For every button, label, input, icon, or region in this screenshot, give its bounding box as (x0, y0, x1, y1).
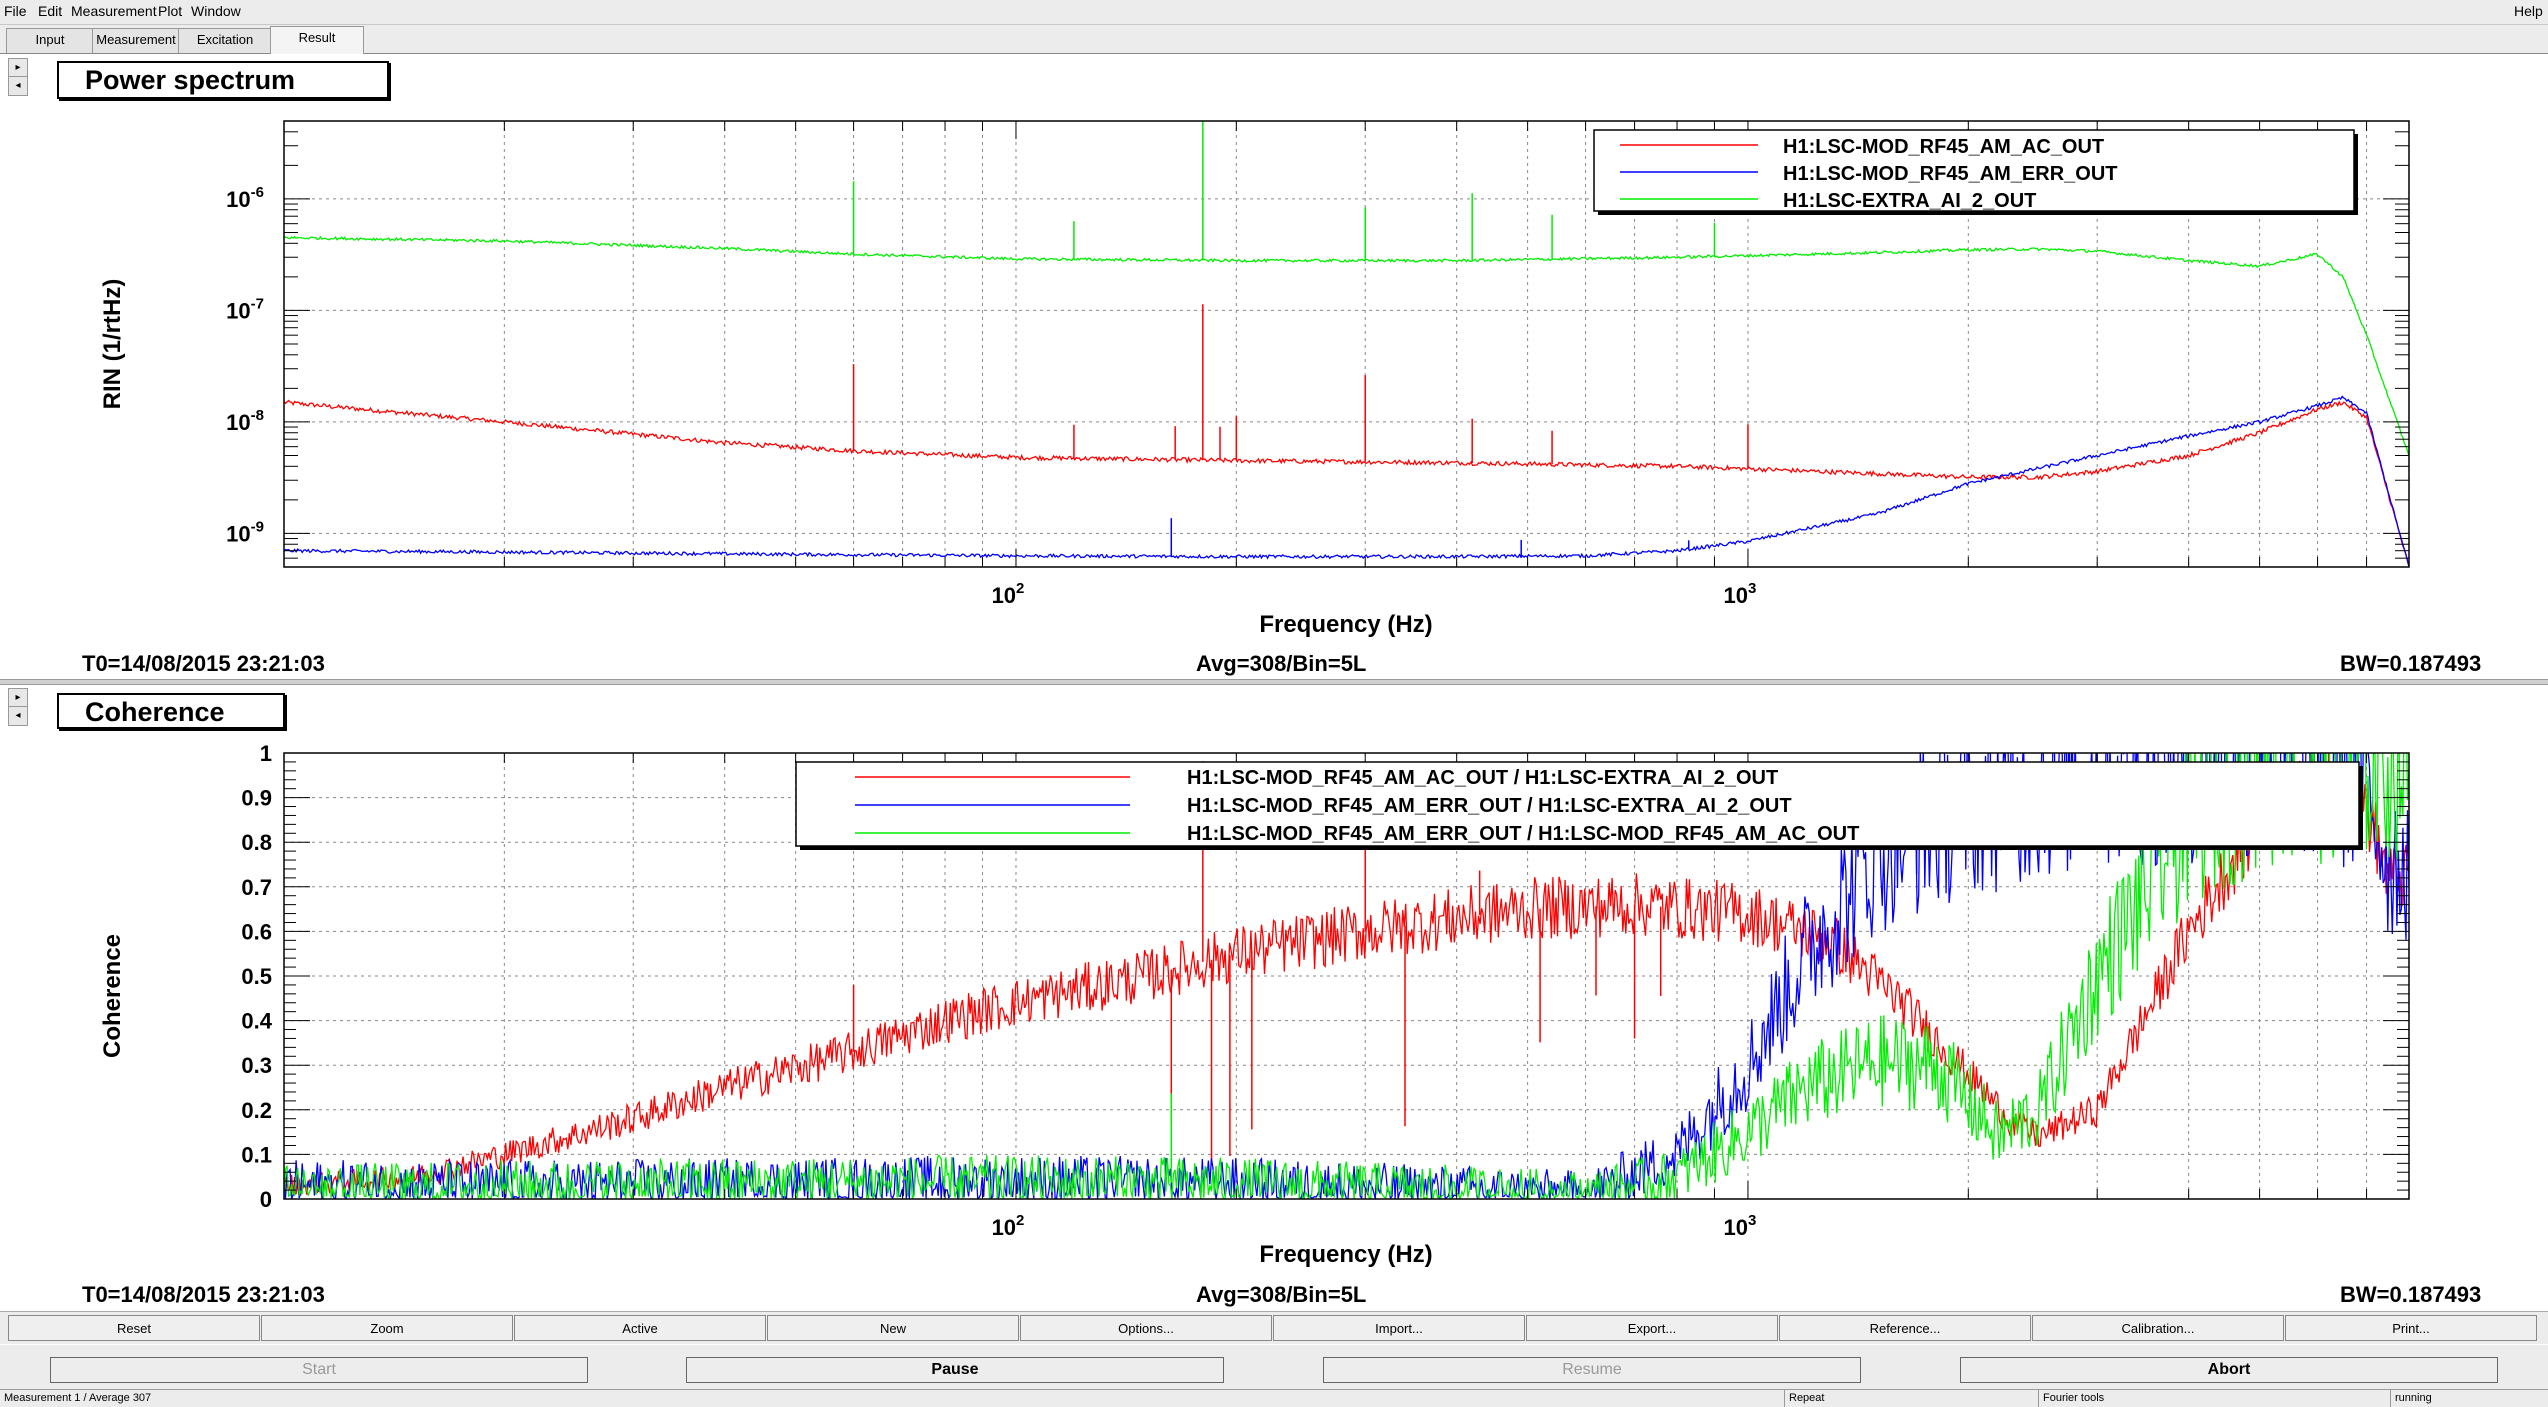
export-button[interactable]: Export... (1526, 1315, 1778, 1341)
power-spectrum-ylabel: RIN (1/rtHz) (99, 279, 126, 410)
status-bar: Measurement 1 / Average 307 Repeat Fouri… (0, 1389, 2548, 1407)
tab-result[interactable]: Result (270, 26, 364, 54)
panel-divider[interactable] (0, 679, 2548, 685)
panel1-footer-avg: Avg=308/Bin=5L (1196, 651, 1367, 676)
tab-excitation[interactable]: Excitation (178, 28, 272, 53)
collapse-left-icon[interactable]: ◂ (8, 76, 28, 96)
measurement-controls: Start Pause Resume Abort (0, 1345, 2548, 1389)
y-tick-label: 0.8 (241, 830, 272, 855)
y-tick-label: 0.1 (241, 1142, 272, 1167)
y-tick-label: 0.5 (241, 964, 272, 989)
y-tick-label: 0.9 (241, 786, 272, 811)
reference-button[interactable]: Reference... (1779, 1315, 2031, 1341)
y-tick-label-exp: -8 (251, 407, 264, 424)
menu-window[interactable]: Window (191, 3, 241, 19)
status-tools: Fourier tools (2038, 1390, 2104, 1407)
y-tick-label: 0.3 (241, 1053, 272, 1078)
y-tick-label-exp: -7 (251, 295, 264, 312)
panel-title-power-spectrum: Power spectrum (57, 61, 389, 99)
series-line (284, 753, 2409, 1199)
menu-plot[interactable]: Plot (158, 3, 183, 19)
start-button[interactable]: Start (50, 1357, 588, 1383)
print-button[interactable]: Print... (2285, 1315, 2537, 1341)
new-button[interactable]: New (767, 1315, 1019, 1341)
menu-measurement[interactable]: Measurement (71, 3, 157, 19)
x-tick-label: 103 (1724, 1212, 1757, 1240)
y-tick-label: 10-6 (226, 184, 264, 212)
calibration-button[interactable]: Calibration... (2032, 1315, 2284, 1341)
coherence-plot[interactable]: 102 103 0 0.1 0.2 0.3 0.4 0.5 0.6 0.7 0.8 0.9 1 Cohe… (99, 665, 2410, 1268)
power-spectrum-xlabel: Frequency (Hz) (1259, 611, 1432, 638)
tab-measurement[interactable]: Measurement (92, 28, 180, 53)
panel1-footer-t0: T0=14/08/2015 23:21:03 (82, 651, 325, 676)
y-tick-label: 1 (260, 741, 272, 766)
legend-label-ac: H1:LSC-MOD_RF45_AM_AC_OUT (1783, 136, 2104, 158)
coherence-ylabel: Coherence (99, 934, 126, 1058)
x-tick-label-exp: 2 (1016, 580, 1024, 597)
menu-file[interactable]: File (4, 3, 27, 19)
x-tick-label-exp: 3 (1748, 580, 1756, 597)
tab-input[interactable]: Input (6, 28, 94, 53)
pause-button[interactable]: Pause (686, 1357, 1224, 1383)
import-button[interactable]: Import... (1273, 1315, 1525, 1341)
tab-bar: Input Measurement Excitation Result (0, 25, 2548, 54)
legend-label-err: H1:LSC-MOD_RF45_AM_ERR_OUT (1783, 163, 2118, 185)
panel2-footer-bw: BW=0.187493 (2340, 1282, 2482, 1307)
options-button[interactable]: Options... (1020, 1315, 1272, 1341)
legend-label-ac-extra: H1:LSC-MOD_RF45_AM_AC_OUT / H1:LSC-EXTRA… (1187, 767, 1778, 789)
y-tick-label-exp: -9 (251, 518, 264, 535)
zoom-button[interactable]: Zoom (261, 1315, 513, 1341)
menu-help[interactable]: Help (2514, 3, 2543, 19)
y-tick-label: 10-9 (226, 518, 264, 546)
collapse-left-icon[interactable]: ◂ (8, 706, 28, 726)
panel2-footer-avg: Avg=308/Bin=5L (1196, 1282, 1367, 1307)
x-tick-label-exp: 3 (1748, 1212, 1756, 1229)
y-tick-label: 10-7 (226, 295, 264, 323)
reset-button[interactable]: Reset (8, 1315, 260, 1341)
series-line (284, 753, 2409, 1196)
y-tick-label: 0.7 (241, 875, 272, 900)
active-button[interactable]: Active (514, 1315, 766, 1341)
y-tick-label: 0.4 (241, 1009, 272, 1034)
panel2-footer-t0: T0=14/08/2015 23:21:03 (82, 1282, 325, 1307)
legend-label-err-extra: H1:LSC-MOD_RF45_AM_ERR_OUT / H1:LSC-EXTR… (1187, 795, 1792, 817)
panel-title-coherence: Coherence (57, 693, 285, 729)
coherence-xlabel: Frequency (Hz) (1259, 1241, 1432, 1268)
series-line (284, 399, 2409, 566)
x-tick-label-exp: 2 (1016, 1212, 1024, 1229)
menu-edit[interactable]: Edit (38, 3, 63, 19)
panel1-footer-bw: BW=0.187493 (2340, 651, 2482, 676)
series-line (284, 395, 2409, 567)
status-progress: Measurement 1 / Average 307 (4, 1392, 152, 1404)
y-tick-label: 0.2 (241, 1098, 272, 1123)
plot-toolbar: Reset Zoom Active New Options... Import.… (0, 1311, 2548, 1344)
x-tick-label: 102 (992, 1212, 1025, 1240)
y-tick-label: 0 (260, 1187, 272, 1212)
power-spectrum-plot[interactable]: 102 103 10-9 10-8 10-7 10-6 RIN (1/rtHz) Freq… (99, 115, 2410, 638)
status-state: running (2390, 1390, 2432, 1407)
menu-bar: File Edit Measurement Plot Window Help (0, 0, 2548, 25)
power-spectrum-legend: H1:LSC-MOD_RF45_AM_AC_OUT H1:LSC-MOD_RF4… (1593, 129, 2358, 215)
resume-button[interactable]: Resume (1323, 1357, 1861, 1383)
y-tick-label: 10-8 (226, 407, 264, 435)
series-line (284, 235, 2409, 457)
status-repeat: Repeat (1784, 1390, 1824, 1407)
x-tick-label: 103 (1724, 580, 1757, 608)
abort-button[interactable]: Abort (1960, 1357, 2498, 1383)
y-tick-label-exp: -6 (251, 184, 264, 201)
legend-label-err-ac: H1:LSC-MOD_RF45_AM_ERR_OUT / H1:LSC-MOD_… (1187, 823, 1859, 845)
y-tick-label: 0.6 (241, 919, 272, 944)
legend-label-extra: H1:LSC-EXTRA_AI_2_OUT (1783, 190, 2036, 212)
x-tick-label: 102 (992, 580, 1025, 608)
coherence-legend: H1:LSC-MOD_RF45_AM_AC_OUT / H1:LSC-EXTRA… (795, 761, 2363, 850)
